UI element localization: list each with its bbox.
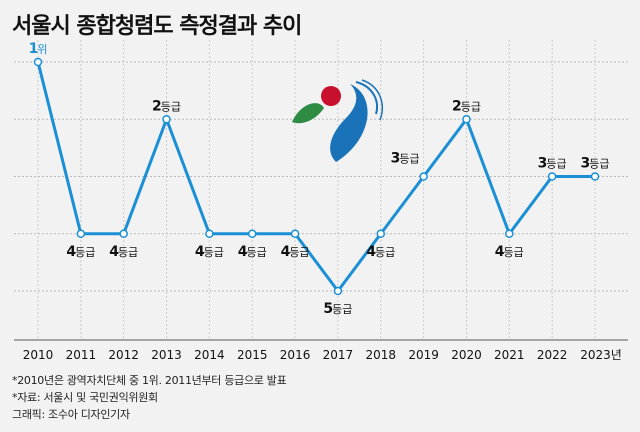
data-label: 4등급 (109, 244, 138, 260)
data-label: 4등급 (66, 244, 95, 260)
data-label: 2등급 (452, 98, 481, 114)
data-label: 4등급 (366, 244, 395, 260)
data-point (590, 172, 600, 181)
data-point (290, 229, 300, 238)
x-tick-label: 2019 (408, 348, 439, 362)
data-point (505, 229, 514, 238)
x-tick-label: 2013 (151, 348, 182, 362)
data-label: 4등급 (495, 244, 524, 260)
data-point (333, 286, 343, 296)
data-point (376, 229, 386, 238)
x-tick-label: 2015 (237, 348, 268, 362)
data-label: 3등급 (538, 156, 567, 172)
x-tick-label: 2022 (537, 348, 568, 362)
data-point (76, 229, 86, 238)
data-label: 4등급 (195, 244, 224, 260)
x-tick-label: 2010 (23, 348, 54, 362)
x-tick-label: 2018 (365, 348, 396, 362)
data-point (33, 57, 43, 67)
note-credit: 그래픽: 조수아 디자인기자 (12, 408, 130, 421)
data-label: 5등급 (323, 301, 352, 317)
data-point (462, 115, 471, 124)
x-tick-label: 2016 (280, 348, 311, 362)
data-point (205, 229, 214, 238)
x-tick-label: 2023년 (580, 348, 622, 362)
data-label: 2등급 (152, 98, 181, 114)
x-tick-label: 2012 (108, 348, 139, 362)
data-point (162, 115, 171, 124)
data-label: 4등급 (238, 244, 267, 260)
footnotes: *2010년은 광역자치단체 중 1위. 2011년부터 등급으로 발표 *자료… (12, 372, 287, 423)
data-point (419, 172, 428, 181)
data-label: 1위 (29, 41, 48, 57)
data-label: 3등급 (391, 151, 420, 167)
x-tick-label: 2011 (66, 348, 97, 362)
data-point (547, 172, 557, 181)
x-tick-label: 2021 (494, 348, 525, 362)
chart-title: 서울시 종합청렴도 측정결과 추이 (12, 14, 302, 39)
data-point (247, 229, 257, 238)
x-tick-label: 2014 (194, 348, 225, 362)
note-source: *자료: 서울시 및 국민권익위원회 (12, 391, 158, 404)
data-point (119, 229, 128, 238)
data-label: 4등급 (281, 244, 310, 260)
seoul-logo (292, 79, 383, 162)
x-tick-label: 2020 (451, 348, 482, 362)
data-label: 3등급 (581, 156, 610, 172)
x-tick-label: 2017 (323, 348, 354, 362)
series-line (36, 61, 595, 293)
note-rank: *2010년은 광역자치단체 중 1위. 2011년부터 등급으로 발표 (12, 374, 287, 387)
